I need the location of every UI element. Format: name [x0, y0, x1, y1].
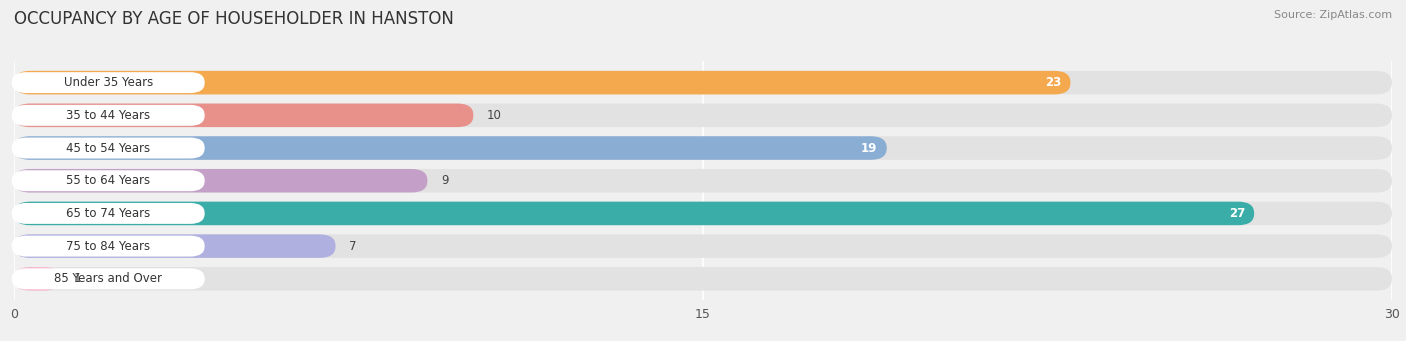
FancyBboxPatch shape [11, 72, 205, 93]
Text: 55 to 64 Years: 55 to 64 Years [66, 174, 150, 187]
Text: 10: 10 [486, 109, 502, 122]
FancyBboxPatch shape [11, 137, 205, 159]
FancyBboxPatch shape [11, 203, 205, 224]
Text: 1: 1 [73, 272, 82, 285]
FancyBboxPatch shape [14, 202, 1254, 225]
FancyBboxPatch shape [11, 170, 205, 191]
FancyBboxPatch shape [11, 105, 205, 126]
Text: Under 35 Years: Under 35 Years [63, 76, 153, 89]
FancyBboxPatch shape [14, 234, 336, 258]
FancyBboxPatch shape [11, 268, 205, 289]
FancyBboxPatch shape [14, 104, 474, 127]
FancyBboxPatch shape [14, 71, 1070, 94]
FancyBboxPatch shape [14, 104, 1392, 127]
Text: 85 Years and Over: 85 Years and Over [55, 272, 162, 285]
Text: Source: ZipAtlas.com: Source: ZipAtlas.com [1274, 10, 1392, 20]
Text: 35 to 44 Years: 35 to 44 Years [66, 109, 150, 122]
FancyBboxPatch shape [14, 136, 887, 160]
Text: 75 to 84 Years: 75 to 84 Years [66, 240, 150, 253]
FancyBboxPatch shape [11, 236, 205, 256]
Text: 7: 7 [349, 240, 357, 253]
FancyBboxPatch shape [14, 202, 1392, 225]
Text: 45 to 54 Years: 45 to 54 Years [66, 142, 150, 154]
Text: 19: 19 [860, 142, 877, 154]
Text: OCCUPANCY BY AGE OF HOUSEHOLDER IN HANSTON: OCCUPANCY BY AGE OF HOUSEHOLDER IN HANST… [14, 10, 454, 28]
Text: 9: 9 [441, 174, 449, 187]
FancyBboxPatch shape [14, 71, 1392, 94]
FancyBboxPatch shape [14, 169, 427, 193]
FancyBboxPatch shape [14, 267, 1392, 291]
FancyBboxPatch shape [14, 136, 1392, 160]
Text: 65 to 74 Years: 65 to 74 Years [66, 207, 150, 220]
Text: 27: 27 [1229, 207, 1244, 220]
FancyBboxPatch shape [14, 234, 1392, 258]
Text: 23: 23 [1045, 76, 1062, 89]
FancyBboxPatch shape [14, 267, 60, 291]
FancyBboxPatch shape [14, 169, 1392, 193]
